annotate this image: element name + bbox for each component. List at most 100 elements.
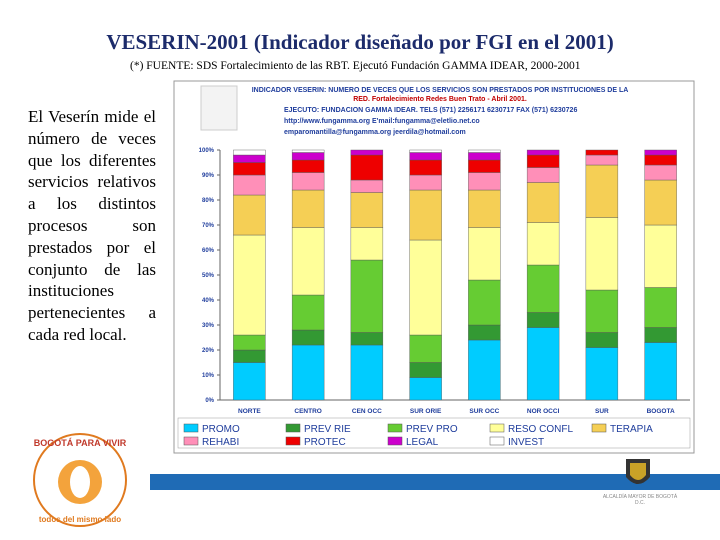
y-tick-label: 80% — [202, 198, 215, 204]
bar-segment — [644, 342, 677, 401]
bar-segment — [291, 227, 325, 296]
y-tick-label: 100% — [199, 148, 215, 154]
bar-segment — [644, 149, 677, 156]
y-tick-label: 30% — [202, 323, 215, 329]
y-tick-label: 90% — [202, 173, 215, 179]
bar-segment — [468, 227, 501, 281]
bar-segment — [291, 172, 325, 191]
chart-title: INDICADOR VESERIN: NUMERO DE VECES QUE L… — [252, 87, 629, 94]
bar-segment — [526, 149, 560, 156]
bar-segment — [526, 167, 560, 183]
bar-segment — [233, 194, 266, 236]
legend-label: REHABI — [202, 437, 239, 448]
legend-label: RESO CONFL — [508, 424, 573, 435]
x-tick-label: SUR OCC — [469, 408, 499, 415]
bar-segment — [409, 149, 442, 153]
legend-label: PREV PRO — [406, 424, 458, 435]
bar-segment — [409, 362, 442, 378]
bar-segment — [585, 332, 619, 348]
bar-segment — [233, 334, 266, 351]
bar-segment — [409, 189, 442, 241]
bar-segment — [644, 164, 677, 181]
x-tick-label: NORTE — [238, 408, 261, 415]
bar-segment — [644, 224, 677, 288]
chart-subtitle: RED. Fortalecimiento Redes Buen Trato - … — [353, 96, 527, 103]
bar-segment — [233, 234, 266, 336]
bar-segment — [233, 362, 266, 401]
x-tick-label: CEN OCC — [352, 408, 382, 415]
legend-label: PREV RIE — [304, 424, 351, 435]
bar-segment — [644, 287, 677, 328]
bar-segment — [291, 159, 325, 173]
bar-segment — [409, 239, 442, 336]
bar-segment — [291, 329, 325, 346]
bar-segment — [526, 264, 560, 313]
bar-segment — [350, 192, 384, 228]
bar-segment — [468, 172, 501, 191]
bar-segment — [291, 152, 325, 161]
bar-segment — [644, 327, 677, 343]
bar-segment — [233, 174, 266, 196]
chart-logo — [200, 85, 238, 131]
legend-label: PROMO — [202, 424, 240, 435]
bar-segment — [350, 344, 384, 401]
bar-segment — [350, 259, 384, 333]
bar-segment — [291, 189, 325, 228]
legend-swatch — [387, 423, 403, 433]
bar-segment — [585, 149, 619, 156]
legend-swatch — [489, 436, 505, 446]
bar-segment — [409, 174, 442, 191]
y-tick-label: 10% — [202, 373, 215, 379]
legend-label: PROTEC — [304, 437, 346, 448]
bar-segment — [526, 222, 560, 266]
crest — [626, 459, 650, 484]
bar-segment — [468, 152, 501, 161]
bar-segment — [644, 154, 677, 166]
x-tick-label: CENTRO — [294, 408, 321, 415]
body-text: El Veserín mide el número de veces que l… — [28, 107, 156, 344]
chart-note: EJECUTO: FUNDACION GAMMA IDEAR. TELS (57… — [284, 107, 577, 114]
bar-segment — [233, 149, 266, 156]
bar-segment — [409, 377, 442, 401]
bar-segment — [350, 154, 384, 181]
bar-segment — [526, 327, 560, 401]
footer-band — [150, 474, 720, 490]
bar-segment — [585, 217, 619, 291]
bar-segment — [468, 339, 501, 401]
logo-text: todos del mismo lado — [39, 515, 121, 524]
legend-swatch — [285, 423, 301, 433]
bar-segment — [468, 159, 501, 173]
logo: BOGOTÁ PARA VIVIR todos del mismo lado — [33, 433, 127, 527]
bar-segment — [291, 344, 325, 401]
legend-box — [177, 417, 691, 449]
bar-segment — [526, 154, 560, 168]
bar-segment — [233, 154, 266, 163]
bar-segment — [585, 347, 619, 401]
bar-segment — [585, 164, 619, 218]
legend-swatch — [489, 423, 505, 433]
chart-note: http://www.fungamma.org E'mail:fungamma@… — [284, 118, 480, 125]
bar-segment — [468, 189, 501, 228]
bar-segment — [291, 149, 325, 153]
bar-segment — [350, 179, 384, 193]
bar-segment — [409, 334, 442, 363]
bar-segment — [233, 162, 266, 176]
bar-segment — [585, 154, 619, 166]
bar-segment — [291, 294, 325, 331]
bar-segment — [468, 279, 501, 326]
bar-segment — [409, 159, 442, 176]
x-tick-label: SUR ORIE — [410, 408, 442, 415]
legend-swatch — [387, 436, 403, 446]
bar-segment — [526, 182, 560, 223]
slide-title: VESERIN-2001 (Indicador diseñado por FGI… — [106, 30, 614, 54]
bar-segment — [585, 289, 619, 333]
chart-note: emparomantilla@fungamma.org jeerdila@hot… — [284, 129, 466, 136]
bar-segment — [350, 149, 384, 156]
x-tick-label: NOR OCCI — [527, 408, 560, 415]
x-tick-label: SUR — [595, 408, 609, 415]
crest-caption: ALCALDÍA MAYOR DE BOGOTÁ D.C. — [602, 494, 678, 506]
y-tick-label: 40% — [202, 298, 215, 304]
bar-segment — [233, 349, 266, 363]
bar-segment — [350, 332, 384, 346]
